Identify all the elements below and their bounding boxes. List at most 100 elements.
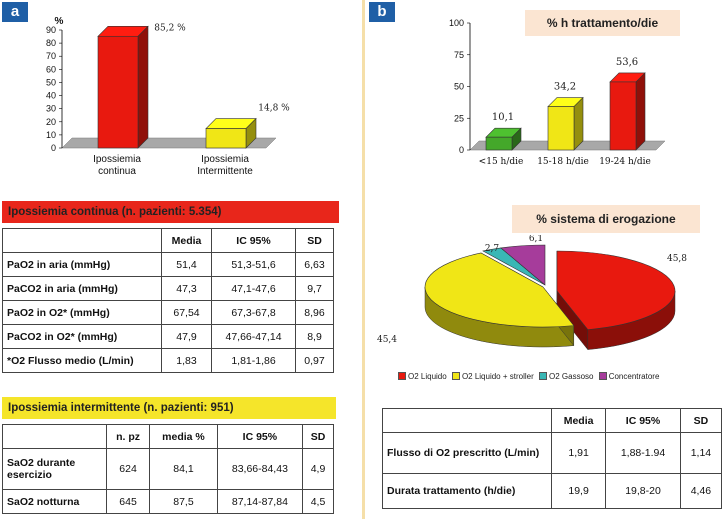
cell-media: 67,54 [160,300,213,325]
row-label: Flusso di O2 prescritto (L/min) [382,432,552,474]
y-tick-label: 60 [46,64,56,74]
table-header-cell [2,424,107,449]
y-tick-label: 75 [454,50,464,60]
data-label: 45,4 [377,335,397,345]
row-label: PaCO2 in aria (mmHg) [2,276,162,301]
bar [97,35,139,149]
table-header-cell [382,408,552,433]
chart-title-h-trattamento: % h trattamento/die [525,10,680,36]
bar-side [137,25,149,149]
y-tick-label: 20 [46,117,56,127]
table-row: Durata trattamento (h/die) 19,9 19,8-20 … [382,473,723,509]
y-axis-label: % [55,16,64,27]
cell-ic95: 67,3-67,8 [211,300,296,325]
row-label: *O2 Flusso medio (L/min) [2,348,162,373]
table-header-row: Media IC 95% SD [382,408,723,433]
cell-ic95: 1,81-1,86 [211,348,296,373]
table-ipossiemia-continua: Media IC 95% SD PaO2 in aria (mmHg) 51,4… [2,228,334,373]
row-label: PaO2 in O2* (mmHg) [2,300,162,325]
table2-title: Ipossiemia intermittente (n. pazienti: 9… [2,397,336,419]
panel-a: a 0 10 20 30 40 50 60 70 80 90% 85,2 % Ipossiemia co… [2,2,339,514]
table-row: PaCO2 in aria (mmHg) 47,3 47,1-47,6 9,7 [2,276,334,301]
x-tick-label: Intermittente [197,166,253,177]
y-tick-label: 70 [46,51,56,61]
cell-ic95: 47,1-47,6 [211,276,296,301]
table-header-row: Media IC 95% SD [2,228,334,253]
cell-ic95: 87,14-87,84 [216,489,304,514]
legend-label: O2 Liquido [408,372,447,381]
table-row: PaO2 in O2* (mmHg) 67,54 67,3-67,8 8,96 [2,300,334,325]
x-tick-label: continua [98,166,136,177]
chart-title-sistema-erogazione: % sistema di erogazione [512,205,700,233]
table-header-cell: Media [160,228,213,253]
table-row: *O2 Flusso medio (L/min) 1,83 1,81-1,86 … [2,348,334,373]
pie-slice [424,252,575,328]
cell-sd: 4,5 [302,489,334,514]
cell-sd: 4,9 [302,448,334,490]
row-label: PaO2 in aria (mmHg) [2,252,162,277]
data-label: 14,8 % [258,104,290,114]
legend-label: O2 Gassoso [549,372,594,381]
table-row: SaO2 notturna 645 87,5 87,14-87,84 4,5 [2,489,334,514]
cell-sd: 6,63 [295,252,334,277]
data-label: 6,1 [529,235,543,244]
bar [547,106,575,151]
bar [609,81,637,151]
pie-slice [500,244,546,286]
cell-media: 87,5 [149,489,218,514]
table-header-cell: SD [295,228,334,253]
table-header-cell: Media [550,408,607,433]
data-label: 2,7 [485,244,500,254]
cell-npz: 645 [105,489,151,514]
data-label: 53,6 [616,57,638,68]
table-row: SaO2 durante esercizio 624 84,1 83,66-84… [2,448,334,490]
row-label: PaCO2 in O2* (mmHg) [2,324,162,349]
legend-label: O2 Liquido + stroller [461,372,534,381]
cell-sd: 4,46 [679,473,723,509]
table-row: Flusso di O2 prescritto (L/min) 1,91 1,8… [382,432,723,474]
cell-ic95: 1,88-1.94 [605,432,681,474]
bar [485,136,513,151]
table1-title: Ipossiemia continua (n. pazienti: 5.354) [2,201,339,223]
y-tick-label: 90 [46,25,56,35]
chart-h-trattamento: 0 25 50 75 100 10,1 <15 h/die 34,2 15-18 h/die 53… [449,18,666,167]
table-row: PaCO2 in O2* (mmHg) 47,9 47,66-47,14 8,9 [2,324,334,349]
legend-label: Concentratore [608,372,660,381]
legend-swatch [539,372,547,380]
legend-swatch [398,372,406,380]
pie-legend: O2 Liquido O2 Liquido + stroller O2 Gass… [395,372,659,381]
row-label: SaO2 notturna [2,489,107,514]
y-tick-label: 25 [454,113,464,123]
cell-media: 47,3 [160,276,213,301]
y-tick-label: 100 [449,18,464,28]
legend-swatch [598,372,607,380]
data-label: 85,2 % [154,23,186,33]
table-header-cell: IC 95% [605,408,681,433]
cell-sd: 1,14 [679,432,723,474]
cell-ic95: 51,3-51,6 [211,252,296,277]
cell-npz: 624 [105,448,151,490]
table-header-cell: media % [149,424,218,449]
panel-b: b 0 25 50 75 100 10,1 <15 h/die 34,2 15-18 h/die… [365,0,724,519]
table-header-cell: IC 95% [216,424,304,449]
cell-media: 1,83 [160,348,213,373]
table-header-row: n. pz media % IC 95% SD [2,424,334,449]
cell-sd: 8,96 [295,300,334,325]
table-flusso-durata: Media IC 95% SD Flusso di O2 prescritto … [382,408,723,509]
y-tick-label: 40 [46,91,56,101]
panel-tag-b: b [369,2,395,22]
cell-media: 51,4 [160,252,213,277]
x-tick-label: Ipossiemia [93,154,141,165]
bar-side [573,96,584,151]
y-tick-label: 0 [51,143,56,153]
cell-sd: 0,97 [295,348,334,373]
y-tick-label: 50 [46,77,56,87]
panel-divider [362,0,365,519]
y-tick-label: 30 [46,104,56,114]
cell-sd: 9,7 [295,276,334,301]
data-label: 45,8 [667,254,687,264]
cell-sd: 8,9 [295,324,334,349]
table-header-cell: IC 95% [211,228,296,253]
table-row: PaO2 in aria (mmHg) 51,4 51,3-51,6 6,63 [2,252,334,277]
